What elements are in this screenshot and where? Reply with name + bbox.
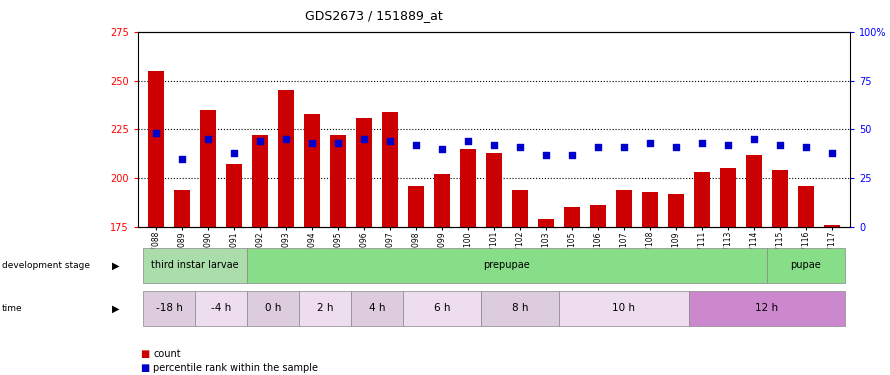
Text: 10 h: 10 h [612, 303, 635, 313]
Point [279, 136, 293, 142]
Bar [200, 110, 216, 227]
Point [538, 152, 553, 158]
Text: 0 h: 0 h [265, 303, 281, 313]
Point [253, 138, 267, 144]
Text: third instar larvae: third instar larvae [151, 260, 239, 270]
Point [201, 136, 215, 142]
Text: pupae: pupae [790, 260, 821, 270]
Bar [512, 190, 528, 227]
Point [357, 136, 371, 142]
Point [435, 146, 449, 152]
Point [825, 150, 839, 156]
Point [643, 140, 657, 146]
Text: GDS2673 / 151889_at: GDS2673 / 151889_at [305, 9, 442, 22]
Text: -4 h: -4 h [211, 303, 231, 313]
Text: ▶: ▶ [112, 260, 119, 270]
Point [227, 150, 241, 156]
Point [461, 138, 475, 144]
Text: development stage: development stage [2, 261, 90, 270]
Text: ■: ■ [140, 350, 149, 359]
Text: -18 h: -18 h [156, 303, 182, 313]
Bar [279, 90, 294, 227]
Bar [590, 206, 606, 227]
Bar [330, 135, 346, 227]
Bar [252, 135, 268, 227]
Text: 12 h: 12 h [756, 303, 779, 313]
Text: 4 h: 4 h [368, 303, 385, 313]
Text: percentile rank within the sample: percentile rank within the sample [153, 363, 318, 373]
Bar [460, 149, 476, 227]
Text: 8 h: 8 h [512, 303, 528, 313]
Bar [746, 155, 762, 227]
Bar [642, 192, 658, 227]
Bar [616, 190, 632, 227]
Bar [149, 71, 164, 227]
Point [175, 156, 190, 162]
Bar [356, 118, 372, 227]
Point [487, 142, 501, 148]
Bar [772, 170, 788, 227]
Point [617, 144, 631, 150]
Bar [304, 114, 320, 227]
Bar [538, 219, 554, 227]
Point [409, 142, 423, 148]
Bar [434, 174, 449, 227]
Text: time: time [2, 304, 22, 313]
Bar [668, 194, 684, 227]
Point [721, 142, 735, 148]
Point [383, 138, 397, 144]
Point [747, 136, 761, 142]
Bar [798, 186, 813, 227]
Point [591, 144, 605, 150]
Point [305, 140, 320, 146]
Text: count: count [153, 350, 181, 359]
Text: ▶: ▶ [112, 303, 119, 313]
Bar [486, 153, 502, 227]
Point [513, 144, 527, 150]
Point [798, 144, 813, 150]
Point [773, 142, 787, 148]
Bar [694, 172, 709, 227]
Text: prepupae: prepupae [483, 260, 530, 270]
Point [149, 130, 163, 136]
Point [695, 140, 709, 146]
Point [565, 152, 579, 158]
Bar [720, 168, 736, 227]
Bar [226, 165, 242, 227]
Text: 6 h: 6 h [433, 303, 450, 313]
Point [668, 144, 683, 150]
Text: ■: ■ [140, 363, 149, 373]
Bar [409, 186, 424, 227]
Bar [824, 225, 839, 227]
Text: 2 h: 2 h [317, 303, 333, 313]
Bar [564, 207, 579, 227]
Bar [382, 112, 398, 227]
Point [331, 140, 345, 146]
Bar [174, 190, 190, 227]
